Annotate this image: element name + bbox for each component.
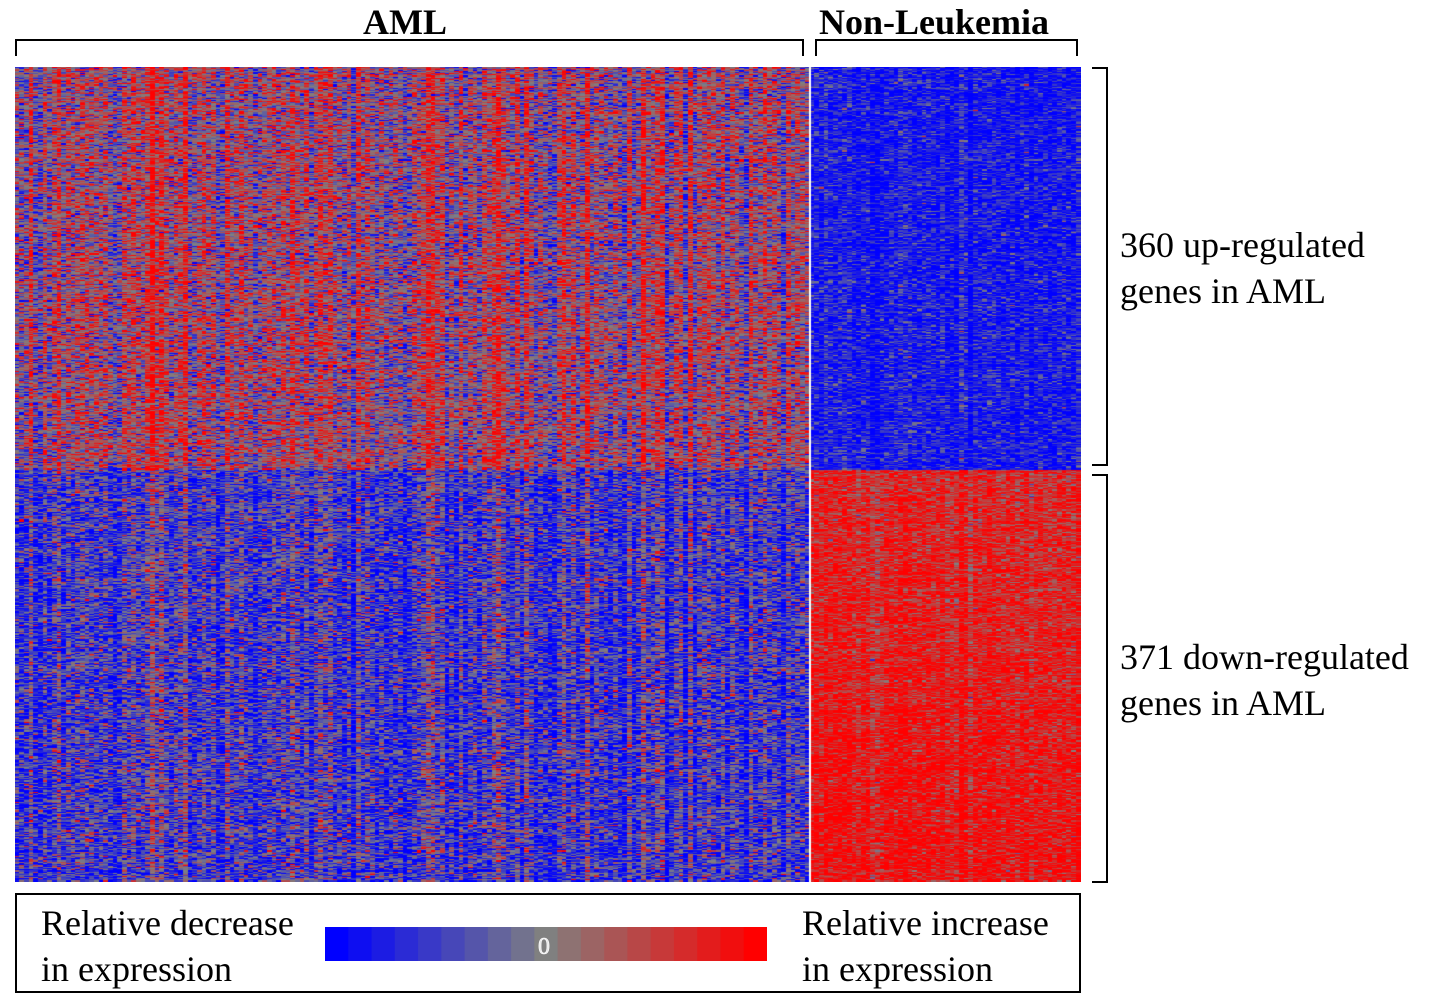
- legend-color-step: [673, 927, 698, 961]
- legend-color-step: [627, 927, 652, 961]
- down-regulated-row-label: 371 down-regulated genes in AML: [1120, 634, 1409, 726]
- legend-color-step: [604, 927, 629, 961]
- up-regulated-label-line1: 360 up-regulated: [1120, 225, 1365, 265]
- aml-column-bracket: [15, 39, 804, 56]
- legend-color-step: [487, 927, 512, 961]
- up-regulated-label-line2: genes in AML: [1120, 271, 1326, 311]
- legend-decrease-line1: Relative decrease: [41, 903, 294, 943]
- column-group-label-aml: AML: [363, 2, 447, 42]
- legend-color-step: [511, 927, 535, 961]
- color-legend: Relative decrease in expression Relative…: [15, 893, 1081, 993]
- legend-color-step: [464, 927, 489, 961]
- expression-heatmap: [15, 67, 1081, 882]
- legend-color-bar: 0: [325, 927, 767, 961]
- legend-color-step: [348, 927, 373, 961]
- up-regulated-row-bracket: [1092, 67, 1108, 466]
- legend-color-step: [557, 927, 582, 961]
- legend-color-step: [720, 927, 745, 961]
- legend-zero-label: 0: [538, 934, 550, 960]
- down-regulated-label-line1: 371 down-regulated: [1120, 637, 1409, 677]
- legend-color-step: [697, 927, 722, 961]
- legend-increase-line2: in expression: [802, 949, 993, 989]
- legend-decrease-label: Relative decrease in expression: [41, 900, 294, 992]
- legend-color-step: [325, 927, 349, 961]
- legend-decrease-line2: in expression: [41, 949, 232, 989]
- legend-color-step: [394, 927, 419, 961]
- legend-color-step: [371, 927, 396, 961]
- non-leukemia-column-bracket: [815, 39, 1078, 56]
- column-group-label-non-leukemia: Non-Leukemia: [819, 2, 1050, 42]
- legend-increase-line1: Relative increase: [802, 903, 1049, 943]
- down-regulated-label-line2: genes in AML: [1120, 683, 1326, 723]
- down-regulated-row-bracket: [1092, 474, 1108, 883]
- legend-color-step: [534, 927, 559, 961]
- up-regulated-row-label: 360 up-regulated genes in AML: [1120, 222, 1365, 314]
- legend-color-step: [580, 927, 605, 961]
- legend-color-step: [418, 927, 442, 961]
- legend-color-step: [650, 927, 675, 961]
- legend-color-step: [441, 927, 466, 961]
- legend-color-step: [743, 927, 767, 961]
- legend-increase-label: Relative increase in expression: [802, 900, 1049, 992]
